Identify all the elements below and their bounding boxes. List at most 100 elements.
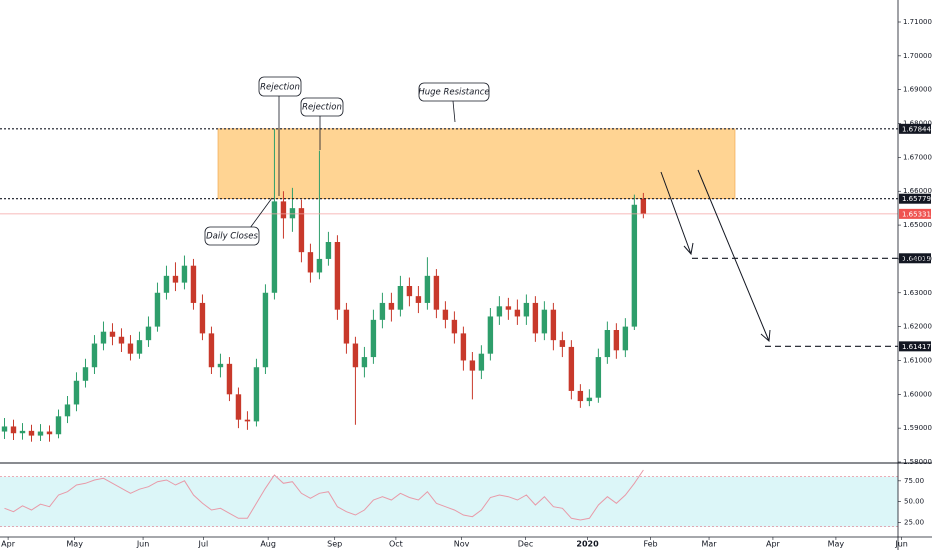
price-tag: [899, 123, 931, 134]
resistance-zone: [217, 128, 736, 200]
candle-body: [640, 198, 647, 214]
candle-body: [28, 430, 35, 436]
annotation: Daily Closes: [206, 232, 258, 242]
candle-body: [145, 326, 152, 341]
rsi-band: [0, 476, 898, 527]
price-axis-bg: [898, 0, 932, 550]
annotation: Rejection: [260, 83, 300, 93]
candle-body: [460, 333, 467, 361]
price-tag: [899, 253, 931, 264]
candle-body: [406, 286, 413, 297]
candle-body: [226, 363, 233, 395]
y-tick-label: 1.60000: [903, 390, 932, 398]
candle-body: [46, 431, 53, 435]
price-tag-label: 1.67844: [902, 125, 931, 133]
candle-body: [478, 353, 485, 371]
callout-box: [300, 97, 344, 117]
candle-body: [586, 397, 593, 402]
candle-body: [550, 309, 557, 341]
candle-body: [532, 302, 539, 334]
candle-body: [154, 292, 161, 327]
price-tag-label: 1.64019: [902, 255, 931, 263]
candle-body: [235, 394, 242, 420]
price-tag: [899, 193, 931, 204]
annotations: Rejection Rejection Huge Resistance Dail…: [204, 76, 771, 343]
y-tick-label: 1.59000: [903, 424, 932, 432]
x-tick-label: May: [828, 540, 845, 549]
candle-body: [622, 326, 629, 351]
candle-body: [316, 258, 323, 273]
candle-body: [91, 343, 98, 368]
candle-body: [262, 292, 269, 368]
candle-body: [433, 275, 440, 310]
price-tag-label: 1.61417: [902, 343, 931, 351]
candle-body: [469, 360, 476, 371]
candle-body: [577, 390, 584, 402]
candle-body: [73, 380, 80, 405]
candle-body: [37, 431, 44, 436]
x-tick-label: Aug: [260, 540, 276, 549]
x-tick-label: Apr: [766, 540, 781, 549]
candle-body: [487, 316, 494, 354]
candle-body: [388, 302, 395, 310]
candle-body: [298, 208, 305, 253]
candle-body: [514, 309, 521, 317]
candle-body: [559, 340, 566, 347]
candle-body: [217, 363, 224, 368]
annotation: Huge Resistance: [418, 88, 489, 98]
x-tick-label: Dec: [518, 540, 533, 549]
callout-box: [418, 82, 490, 102]
candle-body: [496, 306, 503, 317]
candle-body: [307, 252, 314, 273]
arrow: [660, 171, 694, 256]
candle-body: [136, 340, 143, 354]
annotation: Rejection: [302, 103, 342, 113]
candle-body: [253, 367, 260, 422]
candle-body: [334, 242, 341, 310]
candle-body: [505, 306, 512, 310]
candle-body: [442, 309, 449, 320]
candle-body: [379, 302, 386, 320]
candle-body: [361, 357, 368, 368]
candle-body: [208, 333, 215, 368]
price-tag: [899, 341, 931, 352]
candle-body: [595, 357, 602, 398]
candle-body: [568, 346, 575, 391]
x-tick-label: Sep: [327, 540, 342, 549]
x-tick-label: Apr: [1, 540, 16, 549]
candle-body: [343, 309, 350, 344]
callout-line: [452, 100, 456, 123]
x-tick-label: Nov: [454, 540, 470, 549]
y-tick-label: 1.64000: [903, 255, 932, 263]
callout-line: [249, 197, 273, 229]
candle-body: [64, 404, 71, 417]
candle-body: [181, 265, 188, 283]
y-tick-label: 1.71000: [903, 18, 932, 26]
candle-body: [604, 330, 611, 358]
candle-body: [82, 367, 89, 381]
candle-body: [397, 286, 404, 310]
candle-body: [631, 204, 638, 327]
candle-body: [199, 302, 206, 334]
candle-body: [1, 426, 8, 432]
candle-body: [280, 201, 287, 219]
candle-body: [451, 319, 458, 334]
candle-body: [127, 343, 134, 354]
x-tick-label: Jul: [198, 540, 209, 549]
x-tick-label: Mar: [701, 540, 717, 549]
arrow: [697, 169, 771, 343]
candle-body: [190, 265, 197, 303]
x-tick-label: Oct: [389, 540, 403, 549]
callout-box: [204, 226, 260, 246]
candle-body: [109, 331, 116, 337]
x-tick-label: Feb: [643, 540, 657, 549]
candle-body: [541, 309, 548, 334]
y-tick-label: 1.63000: [903, 289, 932, 297]
y-tick-label: 1.69000: [903, 86, 932, 94]
candle-body: [244, 419, 251, 422]
y-tick-label: 1.62000: [903, 323, 932, 331]
candle-body: [424, 275, 431, 303]
